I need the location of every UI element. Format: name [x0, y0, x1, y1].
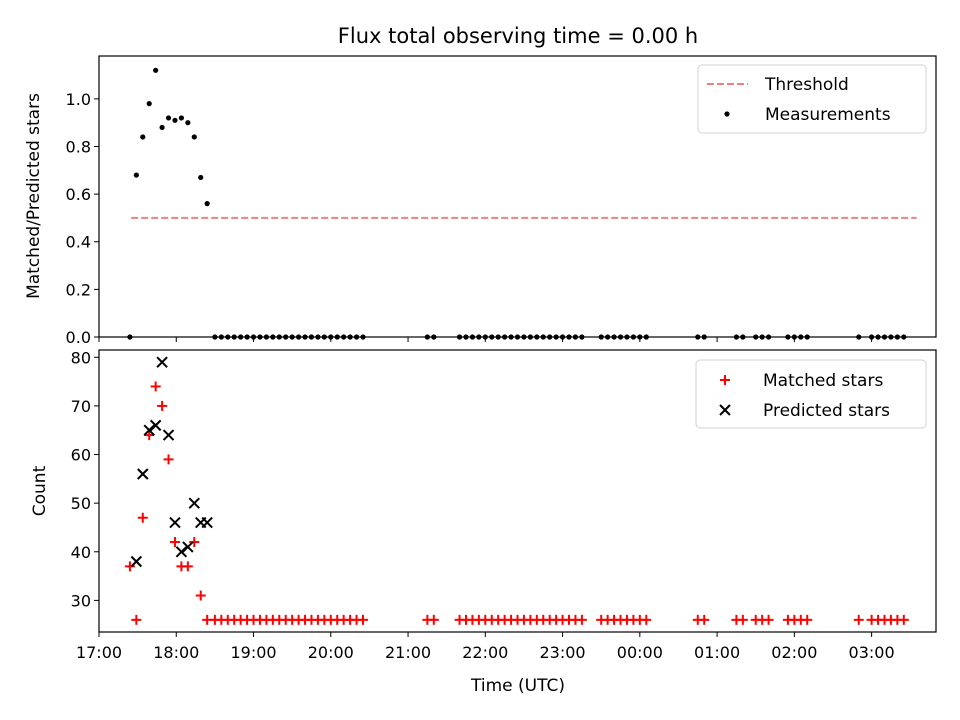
predicted-star-point: [175, 546, 188, 558]
matched-star-point: [157, 400, 168, 411]
matched-star-point: [853, 614, 864, 625]
predicted-star-point: [162, 429, 175, 441]
measurement-point: [159, 124, 165, 131]
matched-star-point: [357, 614, 368, 625]
matched-star-point: [428, 614, 439, 625]
bottom-y-tick-label: 30: [71, 591, 91, 610]
top-y-tick-label: 0.6: [66, 185, 91, 204]
matched-star-point: [144, 430, 155, 441]
bottom-y-ticks: 30 40 50 60 70 80: [71, 348, 99, 610]
top-y-tick-label: 0.0: [66, 328, 91, 347]
measurement-point: [198, 174, 204, 181]
bottom-data-layer: [124, 356, 909, 625]
top-y-tick-label: 0.8: [66, 137, 91, 156]
matched-star-point: [182, 561, 193, 572]
top-y-tick-label: 1.0: [66, 90, 91, 109]
measurement-point: [153, 67, 159, 73]
measurement-point: [178, 115, 185, 121]
predicted-star-point: [143, 424, 155, 436]
bottom-y-tick-label: 40: [71, 543, 91, 562]
predicted-star-point: [130, 555, 143, 568]
predicted-star-point: [182, 541, 194, 553]
bottom-y-tick-label: 60: [71, 446, 91, 465]
predicted-star-point: [137, 468, 149, 480]
bottom-x-tick-label: 17:00: [76, 643, 122, 662]
measurement-point: [172, 117, 178, 123]
bottom-y-tick-label: 70: [71, 397, 91, 416]
chart-title: Flux total observing time = 0.00 h: [338, 24, 698, 48]
matched-star-point: [737, 614, 748, 625]
bottom-y-axis-label: Count: [30, 465, 50, 516]
bottom-legend-box: [695, 359, 927, 429]
measurement-point: [140, 134, 146, 140]
bottom-y-tick-label: 80: [71, 348, 91, 367]
top-legend-box: [697, 64, 927, 134]
matched-star-point: [169, 537, 180, 548]
measurement-point: [133, 172, 139, 178]
matched-star-point: [189, 537, 200, 548]
bottom-x-tick-label: 18:00: [153, 643, 199, 662]
predicted-star-point: [201, 516, 213, 529]
matched-star-point: [699, 614, 710, 625]
top-panel: 0.0 0.2 0.4 0.6 0.8 1.0 Matched/Predicted sta…: [24, 55, 937, 347]
matched-star-point: [576, 614, 587, 625]
legend-predicted-label: Predicted stars: [763, 401, 890, 421]
measurement-point: [185, 120, 191, 126]
matched-star-point: [898, 614, 909, 625]
matched-star-point: [137, 512, 148, 523]
top-y-axis-label: Matched/Predicted stars: [24, 93, 44, 299]
measurement-point: [165, 115, 172, 121]
matched-star-point: [163, 454, 174, 465]
top-axes-frame: [98, 55, 937, 338]
legend-measurements-label: Measurements: [765, 105, 891, 125]
top-y-tick-label: 0.2: [66, 280, 91, 299]
predicted-star-point: [156, 356, 168, 368]
legend-matched-swatch: [720, 375, 730, 385]
legend-predicted-swatch: [719, 404, 731, 416]
bottom-x-tick-label: 02:00: [771, 643, 817, 662]
predicted-star-point: [149, 419, 162, 432]
x-axis-label: Time (UTC): [470, 676, 565, 696]
bottom-legend: Matched stars Predicted stars: [695, 359, 927, 429]
matched-star-point: [124, 561, 135, 572]
bottom-panel: 30 40 50 60 70 80 17:00 18:00 19:00 20:00 21:00 22…: [30, 348, 937, 696]
top-x-ticks: [98, 337, 873, 342]
bottom-x-tick-label: 19:00: [230, 643, 276, 662]
measurement-point: [146, 101, 152, 107]
matched-star-point: [131, 614, 142, 625]
legend-threshold-label: Threshold: [764, 75, 849, 95]
bottom-y-tick-label: 50: [71, 494, 91, 513]
bottom-x-tick-label: 01:00: [694, 643, 740, 662]
measurement-point: [204, 201, 210, 207]
bottom-x-ticks: 17:00 18:00 19:00 20:00 21:00 22:00 23:00 00:00…: [76, 632, 895, 662]
bottom-x-tick-label: 23:00: [540, 643, 586, 662]
legend-measurements-swatch: [724, 111, 730, 117]
predicted-star-point: [188, 497, 200, 509]
measurement-point: [191, 134, 197, 140]
predicted-star-point: [169, 516, 181, 529]
bottom-axes-frame: [98, 349, 937, 633]
top-y-ticks: 0.0 0.2 0.4 0.6 0.8 1.0: [66, 90, 99, 347]
matched-star-point: [802, 614, 813, 625]
matched-star-point: [763, 614, 774, 625]
top-legend: Threshold Measurements: [697, 64, 927, 134]
matched-star-point: [195, 590, 206, 601]
bottom-x-tick-label: 00:00: [617, 643, 663, 662]
matched-star-point: [150, 381, 161, 392]
top-y-tick-label: 0.4: [66, 233, 91, 252]
legend-matched-label: Matched stars: [763, 371, 883, 391]
matched-star-point: [641, 614, 652, 625]
bottom-x-tick-label: 22:00: [462, 643, 508, 662]
bottom-x-tick-label: 21:00: [385, 643, 431, 662]
bottom-x-tick-label: 20:00: [308, 643, 354, 662]
bottom-x-tick-label: 03:00: [849, 643, 895, 662]
